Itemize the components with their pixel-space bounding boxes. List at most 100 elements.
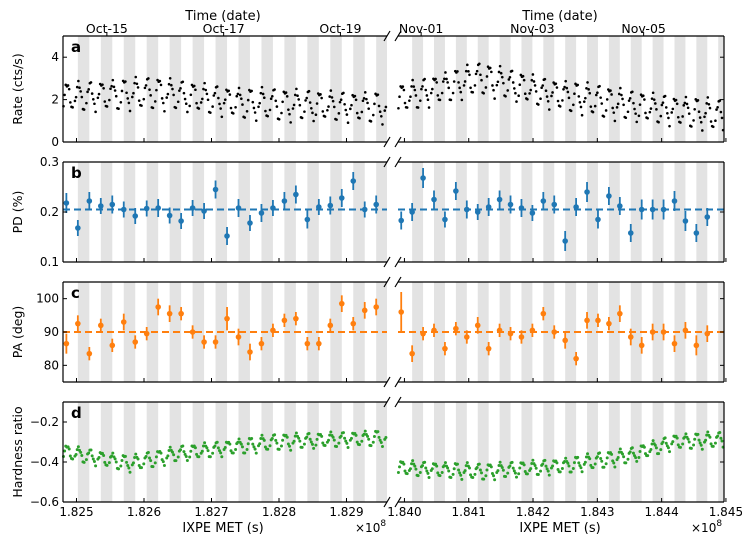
orbit-band — [718, 402, 724, 502]
orbit-band — [412, 282, 424, 382]
rate-point — [383, 109, 387, 112]
rate-point — [319, 93, 322, 96]
rate-point — [497, 70, 501, 74]
rate-point — [240, 97, 243, 101]
rate-point — [78, 86, 81, 90]
hardness-point — [184, 455, 188, 459]
orbit-band — [499, 402, 511, 502]
rate-point — [468, 73, 471, 77]
rate-point — [707, 102, 711, 106]
hardness-point — [87, 451, 91, 455]
rate-point — [298, 103, 302, 107]
rate-point — [149, 94, 152, 97]
hardness-point — [613, 465, 617, 469]
hardness-point — [144, 454, 148, 458]
rate-point — [312, 119, 315, 123]
rate-point — [540, 86, 543, 90]
pd-point — [518, 205, 525, 211]
hardness-point — [536, 473, 540, 477]
orbit-band — [608, 36, 620, 142]
x-tick-label: 1.828 — [262, 505, 296, 519]
rate-point — [234, 106, 237, 109]
hardness-point — [459, 473, 463, 477]
rate-point — [635, 120, 639, 124]
rate-point — [349, 107, 352, 111]
pa-point — [293, 315, 299, 322]
rate-point — [227, 89, 230, 93]
pd-point — [235, 205, 242, 211]
rate-point — [492, 88, 495, 92]
rate-point — [631, 90, 634, 94]
hardness-point — [298, 439, 302, 443]
orbit-band — [696, 162, 708, 262]
rate-point — [287, 108, 290, 111]
rate-point — [63, 93, 66, 97]
data-layer — [61, 62, 725, 482]
rate-point — [714, 119, 717, 123]
rate-point — [384, 105, 388, 109]
hardness-point — [251, 442, 255, 446]
orbit-band — [307, 402, 319, 502]
rate-point — [342, 91, 345, 95]
rate-point — [522, 78, 526, 82]
hardness-point — [452, 467, 456, 471]
rate-point — [464, 69, 468, 73]
rate-point — [488, 66, 492, 70]
hardness-point — [323, 444, 327, 448]
rate-point — [310, 106, 313, 110]
rate-point — [463, 80, 467, 83]
orbit-band — [455, 162, 467, 262]
rate-point — [402, 88, 406, 92]
hardness-point — [378, 438, 382, 442]
pd-point — [98, 203, 104, 209]
hardness-point — [653, 443, 657, 447]
hardness-point — [492, 474, 496, 478]
hardness-point — [631, 451, 635, 455]
rate-point — [102, 86, 105, 90]
hardness-point — [546, 469, 550, 473]
hardness-point — [153, 461, 157, 465]
rate-point — [643, 98, 646, 101]
rate-point — [112, 85, 116, 89]
x-tick-label: 1.826 — [127, 505, 161, 519]
hardness-point — [237, 437, 241, 441]
hardness-point — [576, 455, 580, 459]
rate-point — [170, 83, 173, 87]
orbit-band — [169, 402, 182, 502]
pa-point — [420, 330, 426, 337]
hardness-point — [111, 451, 115, 455]
pd-point — [304, 216, 311, 223]
pd-point — [398, 217, 405, 224]
rate-point — [360, 110, 364, 114]
orbit-band — [477, 282, 489, 382]
rate-point — [514, 91, 517, 95]
hardness-point — [170, 450, 174, 454]
rate-point — [479, 73, 482, 77]
y-tick-label: 100 — [36, 292, 59, 306]
pa-point — [258, 340, 265, 347]
hardness-point — [294, 431, 298, 435]
pd-point — [373, 201, 380, 208]
hardness-point — [367, 437, 371, 441]
rate-point — [511, 81, 515, 84]
rate-point — [666, 111, 669, 115]
hardness-point — [94, 464, 98, 468]
rate-point — [329, 89, 333, 92]
hardness-point — [497, 463, 501, 467]
rate-point — [667, 116, 670, 120]
rate-point — [485, 75, 489, 78]
hardness-point — [297, 436, 301, 440]
pa-point — [166, 310, 173, 317]
rate-point — [436, 94, 440, 97]
rate-point — [273, 88, 276, 91]
rate-point — [411, 78, 414, 82]
hardness-point — [136, 457, 140, 461]
rate-point — [376, 93, 380, 96]
hardness-point — [305, 435, 309, 439]
orbit-band — [123, 402, 136, 502]
rate-point — [420, 87, 423, 91]
rate-point — [500, 75, 504, 79]
rate-point — [266, 114, 270, 118]
hardness-point — [556, 468, 560, 472]
pd-point — [120, 206, 127, 213]
